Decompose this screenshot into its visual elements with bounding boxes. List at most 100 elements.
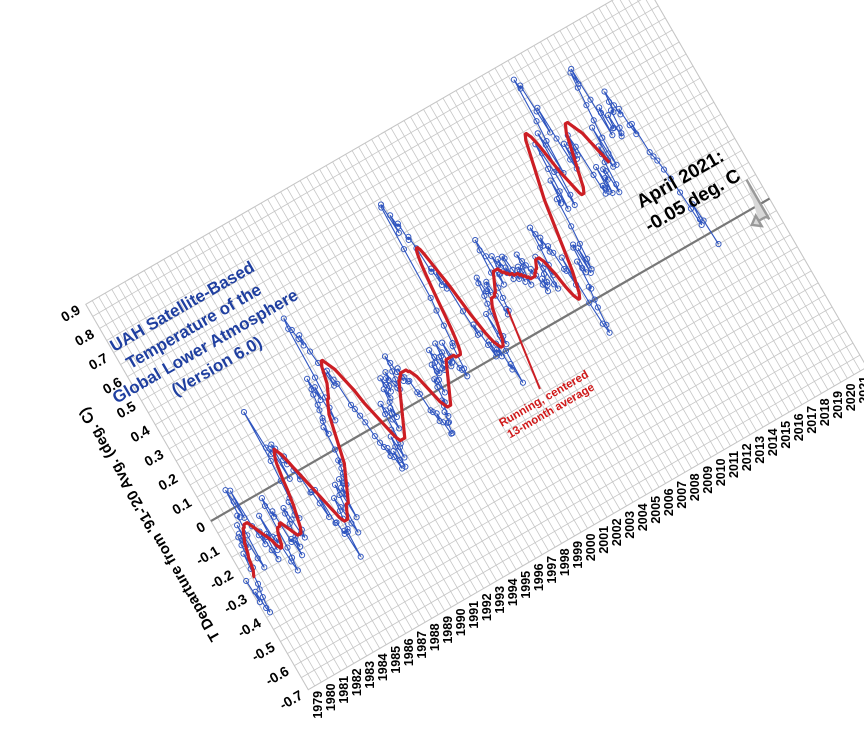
monthly-data-point (362, 419, 369, 426)
monthly-data-point (596, 104, 603, 111)
monthly-data-point (304, 375, 311, 382)
monthly-data-point (331, 382, 338, 389)
monthly-data-point (394, 220, 401, 227)
monthly-data-point (602, 190, 609, 197)
monthly-data-point (543, 138, 550, 145)
monthly-data-point (348, 520, 355, 527)
monthly-data-point (628, 120, 635, 127)
gridline-vertical (423, 109, 647, 495)
gridline-vertical (228, 221, 452, 608)
monthly-data-point (326, 513, 333, 521)
gridline-vertical (605, 4, 829, 390)
monthly-data-point (341, 530, 348, 537)
monthly-data-point (299, 552, 306, 559)
monthly-data-point (371, 433, 378, 440)
monthly-data-point (234, 522, 241, 529)
monthly-data-point (575, 80, 582, 88)
y-tick-label: 0.1 (169, 494, 194, 518)
monthly-data-point (532, 231, 539, 238)
running-average-line (241, 120, 611, 579)
monthly-data-point (396, 425, 403, 432)
monthly-data-point (551, 168, 558, 175)
monthly-data-point (387, 395, 394, 402)
monthly-data-point (269, 508, 276, 515)
monthly-data-point (534, 130, 541, 137)
x-tick-label: 2017 (805, 406, 819, 434)
gridline-vertical (208, 232, 433, 619)
monthly-data-point (377, 201, 385, 208)
monthly-data-point (533, 118, 540, 125)
x-tick-label: 2014 (766, 428, 780, 456)
monthly-data-point (449, 430, 456, 437)
gridline-vertical (455, 90, 679, 477)
monthly-data-point (254, 555, 261, 562)
gridline-vertical (111, 289, 335, 675)
monthly-data-point (483, 278, 490, 285)
monthly-data-point (241, 514, 248, 521)
x-tick-label: 1979 (311, 691, 325, 719)
gridline-vertical (553, 34, 777, 420)
monthly-data-point (331, 481, 339, 488)
monthly-data-point (384, 444, 391, 452)
x-tick-label: 1993 (493, 586, 507, 614)
monthly-data-point (568, 223, 575, 230)
gridline-vertical (631, 0, 855, 375)
monthly-data-point (433, 368, 440, 375)
monthly-data-point (458, 366, 466, 373)
monthly-data-point (445, 419, 453, 426)
monthly-data-point (438, 281, 445, 289)
monthly-data-point (537, 234, 544, 241)
x-tick-label: 1991 (467, 601, 481, 629)
monthly-data-point (433, 378, 440, 385)
gridline-vertical (416, 112, 640, 499)
gridline-vertical (189, 244, 413, 630)
callout-arrow (745, 179, 771, 228)
x-axis-ticks: 1979198019811982198319841985198619871988… (311, 376, 864, 719)
x-tick-label: 2020 (844, 383, 858, 411)
x-tick-label: 2002 (610, 518, 624, 546)
gridline-vertical (104, 292, 329, 679)
monthly-data-point (414, 389, 421, 396)
x-tick-label: 2009 (701, 466, 715, 494)
monthly-data-point (516, 275, 523, 282)
monthly-data-point (517, 82, 524, 89)
gridline-vertical (520, 52, 744, 439)
monthly-data-point (427, 294, 434, 301)
gridline-vertical (468, 82, 692, 469)
x-tick-label: 2018 (818, 398, 832, 426)
gridline-vertical (150, 266, 374, 653)
monthly-data-point (560, 140, 568, 147)
gridline-vertical (546, 37, 770, 424)
monthly-data-point (395, 229, 402, 236)
monthly-data-point (325, 430, 332, 437)
monthly-data-point (332, 417, 339, 424)
monthly-data-point (689, 201, 696, 208)
monthly-data-point (385, 376, 392, 384)
monthly-data-point (522, 262, 529, 269)
y-tick-label: -0.3 (221, 590, 250, 616)
x-tick-label: 2005 (649, 496, 663, 524)
x-tick-label: 2016 (792, 413, 806, 441)
monthly-data-point (240, 550, 247, 557)
gridline-vertical (618, 0, 842, 383)
monthly-data-point (267, 457, 274, 464)
monthly-data-point (527, 224, 534, 231)
monthly-data-point (618, 130, 625, 137)
monthly-data-point (606, 329, 613, 336)
monthly-data-point (261, 502, 269, 509)
monthly-data-point (416, 391, 423, 398)
monthly-data-point (261, 564, 268, 571)
monthly-data-point (376, 439, 384, 446)
monthly-data-point (715, 241, 722, 248)
monthly-data-point (336, 491, 343, 499)
monthly-data-point (650, 153, 657, 160)
x-tick-label: 1988 (428, 623, 442, 651)
monthly-data-point (428, 361, 435, 368)
monthly-data-point (483, 281, 490, 288)
monthly-data-point (585, 283, 592, 290)
monthly-data-point (646, 149, 653, 156)
gridline-vertical (195, 240, 420, 627)
gridline-vertical (85, 304, 309, 690)
monthly-data-point (333, 519, 340, 526)
monthly-data-point (387, 404, 394, 411)
